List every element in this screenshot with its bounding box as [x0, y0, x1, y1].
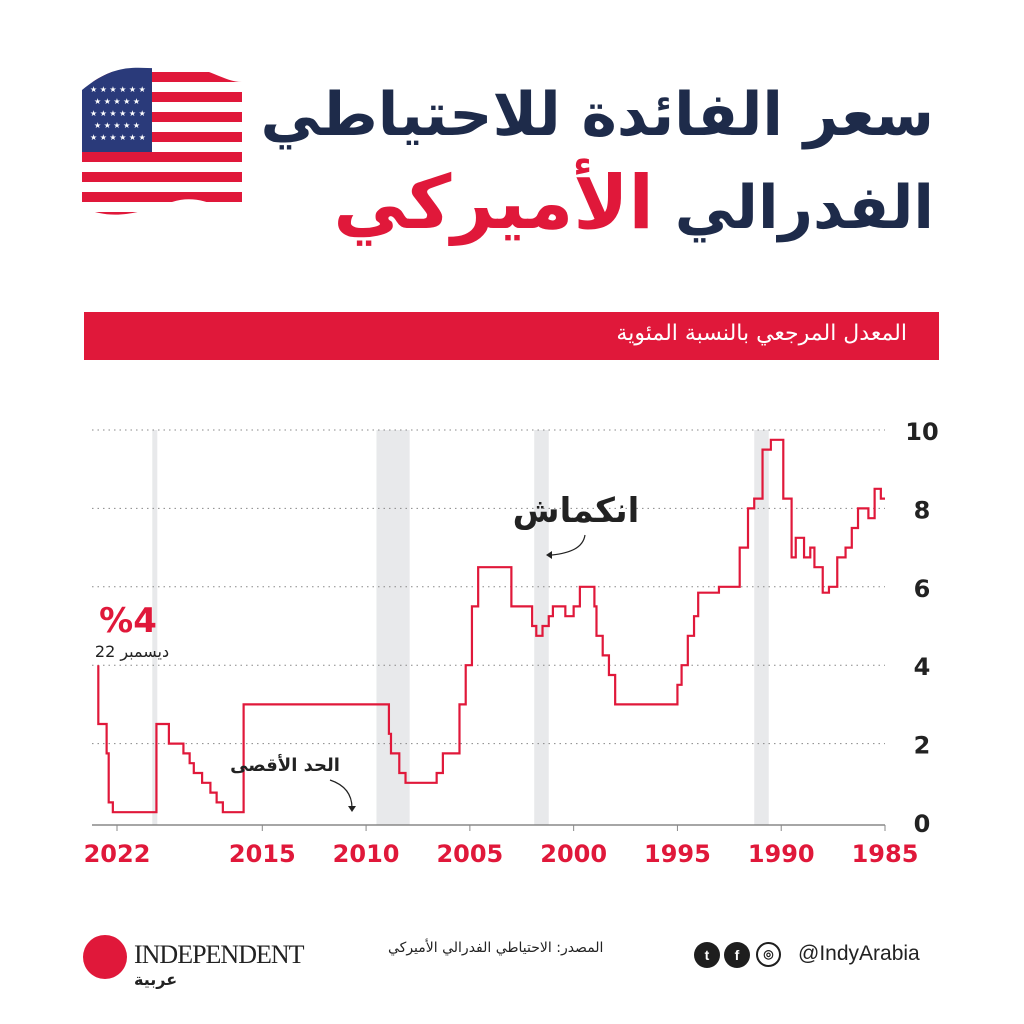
- us-flag-icon: ★ ★ ★ ★ ★ ★ ★ ★ ★ ★ ★ ★ ★ ★ ★ ★ ★ ★ ★ ★ ★ …: [82, 66, 242, 215]
- rate-chart: 2022 2015 2010 2005 2000 1995 1990 1985 0 2 4 6 8 10…: [84, 418, 939, 868]
- svg-text:8: 8: [914, 496, 931, 524]
- current-value-label: %4: [99, 601, 157, 641]
- source-note: المصدر: الاحتياطي الفدرالي الأميركي: [388, 940, 604, 956]
- logo-arabic: عربية: [134, 970, 178, 989]
- svg-text:2: 2: [914, 732, 931, 760]
- svg-text:1985: 1985: [852, 840, 919, 868]
- current-date-label: 22 ديسمبر: [95, 642, 169, 662]
- twitter-icon[interactable]: t: [694, 942, 720, 968]
- page-title-line1: سعر الفائدة للاحتياطي: [260, 80, 935, 150]
- page-title-line2: الفدرالي الأميركي: [333, 160, 934, 246]
- facebook-icon[interactable]: f: [724, 942, 750, 968]
- svg-text:★ ★ ★ ★ ★ ★: ★ ★ ★ ★ ★ ★: [90, 85, 146, 94]
- svg-text:2010: 2010: [333, 840, 400, 868]
- recession-label: انكماش: [513, 491, 640, 531]
- chart-subtitle: المعدل المرجعي بالنسبة المئوية: [616, 321, 907, 346]
- svg-text:10: 10: [905, 418, 938, 446]
- svg-text:4: 4: [914, 653, 931, 681]
- recession-arrow: [551, 534, 586, 556]
- independent-logo-icon: [83, 935, 127, 979]
- title-highlight: الأميركي: [333, 160, 654, 246]
- svg-text:1990: 1990: [748, 840, 815, 868]
- svg-text:6: 6: [914, 575, 931, 603]
- arrow-head: [348, 806, 356, 812]
- chart-subtitle-banner: المعدل المرجعي بالنسبة المئوية: [84, 312, 939, 360]
- svg-text:★ ★ ★ ★ ★: ★ ★ ★ ★ ★: [94, 121, 140, 130]
- zero-bound-label: الحد الأقصى: [230, 754, 340, 776]
- svg-text:1995: 1995: [644, 840, 711, 868]
- y-ticks: 0 2 4 6 8 10: [905, 418, 938, 838]
- x-ticks: 2022 2015 2010 2005 2000 1995 1990 1985: [84, 825, 919, 868]
- svg-text:★ ★ ★ ★ ★: ★ ★ ★ ★ ★: [94, 97, 140, 106]
- svg-text:2000: 2000: [540, 840, 607, 868]
- svg-text:2022: 2022: [84, 840, 151, 868]
- title-plain: الفدرالي: [674, 173, 934, 243]
- svg-text:★ ★ ★ ★ ★ ★: ★ ★ ★ ★ ★ ★: [90, 109, 146, 118]
- social-handle[interactable]: @IndyArabia: [798, 942, 920, 965]
- gridlines: [92, 429, 885, 745]
- rate-line: [97, 438, 885, 814]
- svg-text:★ ★ ★ ★ ★ ★: ★ ★ ★ ★ ★ ★: [90, 133, 146, 142]
- svg-text:0: 0: [914, 810, 931, 838]
- independent-logo-text: INDEPENDENT: [134, 940, 305, 969]
- arrow-head: [546, 551, 552, 559]
- svg-text:2005: 2005: [436, 840, 503, 868]
- instagram-icon[interactable]: ◎: [756, 942, 781, 967]
- svg-text:2015: 2015: [229, 840, 296, 868]
- zero-bound-arrow: [329, 779, 353, 809]
